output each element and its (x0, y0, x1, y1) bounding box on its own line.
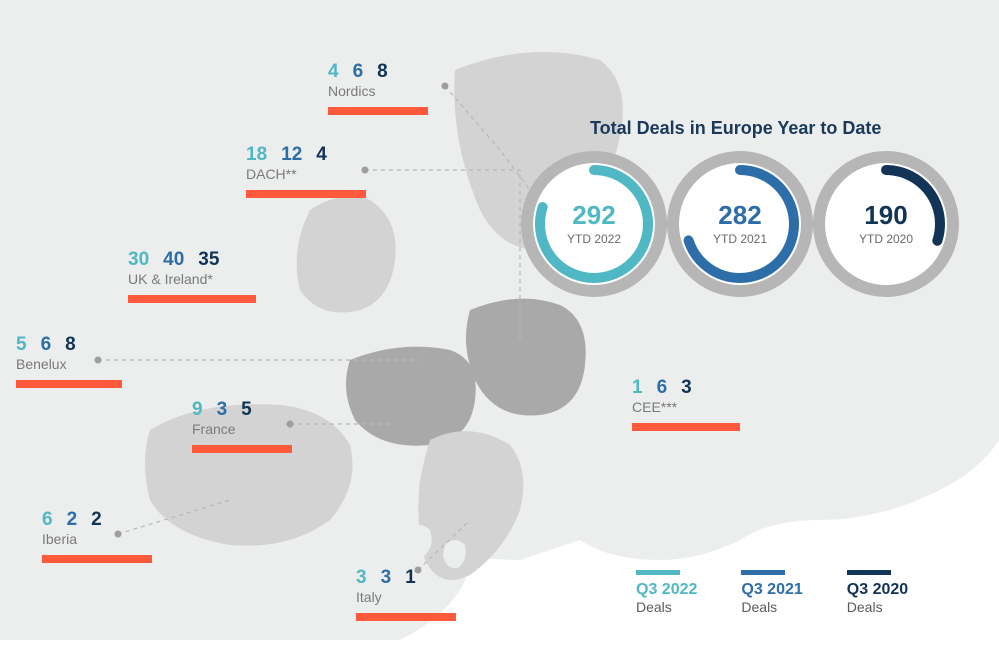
total-ring: 190 YTD 2020 (812, 150, 960, 298)
region-value: 9 (192, 400, 203, 419)
region-bar (632, 423, 740, 431)
region-value: 30 (128, 250, 149, 269)
ring-value: 292 (567, 202, 621, 228)
region-bar (192, 445, 292, 453)
region-values: 468 (328, 62, 428, 81)
region-value: 8 (65, 335, 76, 354)
legend-item: Q3 2021Deals (741, 570, 802, 615)
region-value: 3 (217, 400, 228, 419)
ring-sub: YTD 2020 (859, 232, 913, 246)
region-value: 18 (246, 145, 267, 164)
region-value: 6 (41, 335, 52, 354)
region-value: 3 (681, 378, 692, 397)
legend-year: Q3 2021 (741, 581, 802, 599)
region-uk: 30 40 35 UK & Ireland* (128, 250, 256, 303)
region-value: 4 (316, 145, 327, 164)
region-value: 2 (67, 510, 78, 529)
ring-value: 190 (859, 202, 913, 228)
region-dach: 18 12 4 DACH** (246, 145, 366, 198)
region-values: 30 40 35 (128, 250, 256, 269)
ring-sub: YTD 2022 (567, 232, 621, 246)
legend-swatch (847, 570, 891, 575)
region-label: Nordics (328, 83, 428, 99)
region-benelux: 568 Benelux (16, 335, 122, 388)
region-bar (356, 613, 456, 621)
region-value: 6 (42, 510, 53, 529)
ring-value: 282 (713, 202, 767, 228)
region-value: 6 (353, 62, 364, 81)
region-value: 1 (632, 378, 643, 397)
region-france: 935 France (192, 400, 292, 453)
ring-center: 292 YTD 2022 (567, 202, 621, 246)
region-value: 3 (381, 568, 392, 587)
region-values: 163 (632, 378, 740, 397)
region-label: Benelux (16, 356, 122, 372)
region-label: CEE*** (632, 399, 740, 415)
region-bar (128, 295, 256, 303)
quarter-legend: Q3 2022DealsQ3 2021DealsQ3 2020Deals (636, 570, 908, 615)
legend-word: Deals (741, 599, 802, 615)
region-value: 8 (377, 62, 388, 81)
region-value: 6 (657, 378, 668, 397)
region-bar (16, 380, 122, 388)
totals-title: Total Deals in Europe Year to Date (590, 118, 881, 139)
region-label: Italy (356, 589, 456, 605)
region-values: 568 (16, 335, 122, 354)
region-label: DACH** (246, 166, 366, 182)
region-value: 2 (91, 510, 102, 529)
region-value: 3 (356, 568, 367, 587)
total-ring: 282 YTD 2021 (666, 150, 814, 298)
region-value: 5 (16, 335, 27, 354)
region-bar (246, 190, 366, 198)
region-values: 622 (42, 510, 152, 529)
region-label: France (192, 421, 292, 437)
region-label: UK & Ireland* (128, 271, 256, 287)
legend-item: Q3 2020Deals (847, 570, 908, 615)
region-values: 18 12 4 (246, 145, 366, 164)
region-bar (42, 555, 152, 563)
region-value: 12 (281, 145, 302, 164)
region-value: 1 (405, 568, 416, 587)
region-values: 331 (356, 568, 456, 587)
overlay-layer: Total Deals in Europe Year to Date 292YT… (0, 0, 999, 653)
legend-swatch (741, 570, 785, 575)
region-value: 5 (241, 400, 252, 419)
legend-year: Q3 2020 (847, 581, 908, 599)
legend-year: Q3 2022 (636, 581, 697, 599)
region-value: 4 (328, 62, 339, 81)
ring-center: 190 YTD 2020 (859, 202, 913, 246)
region-value: 40 (163, 250, 184, 269)
region-value: 35 (198, 250, 219, 269)
total-ring: 292 YTD 2022 (520, 150, 668, 298)
legend-swatch (636, 570, 680, 575)
ring-center: 282 YTD 2021 (713, 202, 767, 246)
ring-sub: YTD 2021 (713, 232, 767, 246)
region-cee: 163 CEE*** (632, 378, 740, 431)
legend-word: Deals (636, 599, 697, 615)
region-bar (328, 107, 428, 115)
legend-item: Q3 2022Deals (636, 570, 697, 615)
region-italy: 331Italy (356, 568, 456, 621)
region-nordics: 468 Nordics (328, 62, 428, 115)
region-iberia: 622Iberia (42, 510, 152, 563)
region-values: 935 (192, 400, 292, 419)
legend-word: Deals (847, 599, 908, 615)
region-label: Iberia (42, 531, 152, 547)
